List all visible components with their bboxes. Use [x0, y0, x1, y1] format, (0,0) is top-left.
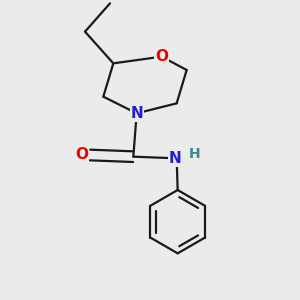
Text: O: O	[155, 49, 168, 64]
Text: N: N	[130, 106, 143, 121]
Text: N: N	[169, 151, 182, 166]
Text: O: O	[75, 148, 88, 163]
Text: H: H	[189, 147, 201, 161]
